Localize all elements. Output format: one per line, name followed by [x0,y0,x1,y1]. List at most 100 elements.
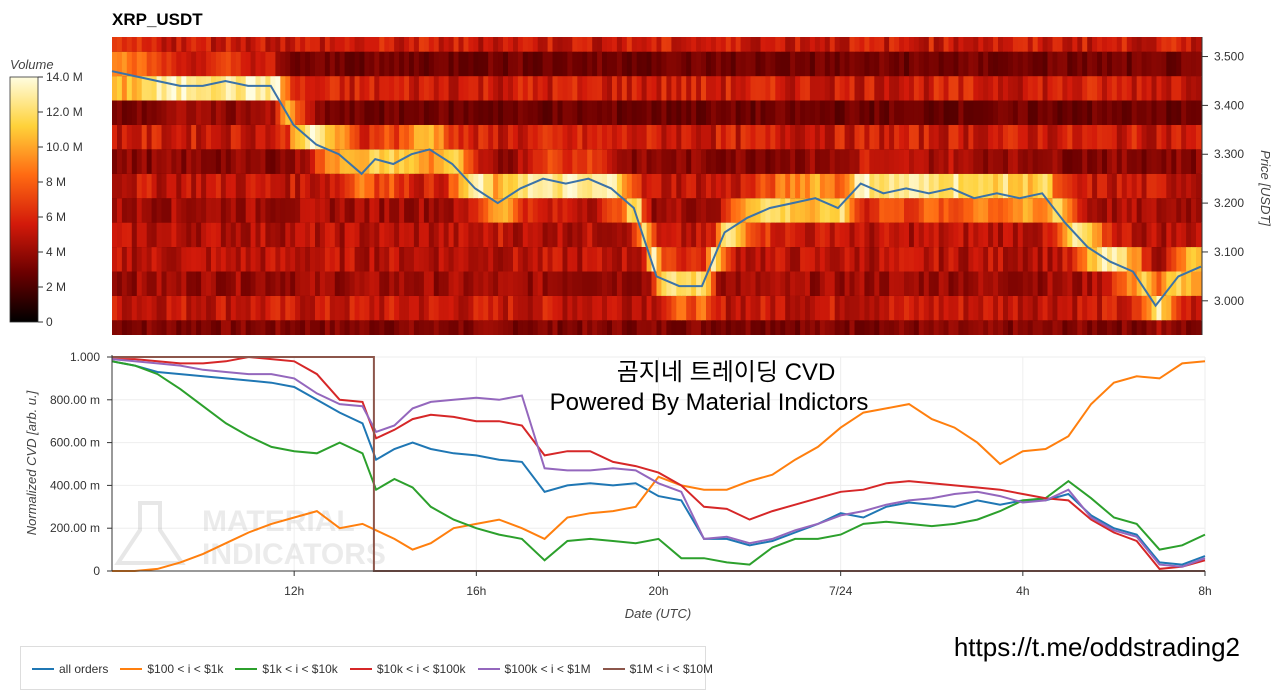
heatmap-cell [973,295,979,321]
heatmap-cell [285,100,291,125]
heatmap-cell [770,222,776,247]
heatmap-cell [1087,124,1093,150]
heatmap-cell [245,198,252,223]
heatmap-cell [592,247,598,272]
heatmap-cell [290,198,296,223]
heatmap-cell [562,320,569,335]
heatmap-cell [215,124,222,150]
heatmap-cell [315,247,321,272]
heatmap-cell [136,76,143,101]
heatmap-cell [527,198,534,223]
heatmap-cell [1136,37,1143,52]
heatmap-cell [800,149,806,174]
heatmap-cell [468,149,474,174]
heatmap-cell [933,247,940,272]
heatmap-cell [206,124,212,150]
heatmap-cell [359,320,366,335]
heatmap-cell [775,222,781,247]
heatmap-cell [1111,320,1118,335]
heatmap-cell [438,76,445,101]
heatmap-cell [121,222,128,247]
heatmap-cell [300,100,306,125]
heatmap-cell [508,149,514,174]
heatmap-cell [884,198,890,223]
heatmap-cell [290,37,296,52]
heatmap-cell [1166,320,1172,335]
heatmap-cell [928,76,935,101]
heatmap-cell [557,149,564,174]
heatmap-cell [290,149,296,174]
heatmap-cell [938,149,945,174]
heatmap-cell [621,100,628,125]
heatmap-cell [265,320,271,335]
heatmap-cell [230,247,237,272]
heatmap-cell [1092,198,1098,223]
heatmap-cell [730,173,737,199]
heatmap-cell [696,247,702,272]
heatmap-cell [166,76,173,101]
heatmap-cell [1037,100,1044,125]
heatmap-cell [730,222,737,247]
heatmap-cell [805,37,811,52]
heatmap-cell [740,124,747,150]
heatmap-cell [1141,173,1148,199]
heatmap-cell [1012,222,1019,247]
heatmap-cell [958,198,964,223]
heatmap-cell [290,247,296,272]
heatmap-cell [760,149,767,174]
heatmap-cell [513,37,519,52]
legend-item[interactable]: $1M < i < $10M [602,662,713,676]
heatmap-cell [131,51,138,77]
heatmap-cell [552,51,559,77]
heatmap-cell [364,100,370,125]
heatmap-cell [409,51,415,77]
heatmap-cell [1082,37,1088,52]
heatmap-cell [295,76,301,101]
heatmap-cell [290,295,296,321]
cvd-y-label: Normalized CVD [arb. u.] [24,390,39,535]
heatmap-cell [171,222,177,247]
heatmap-cell [191,222,197,247]
heatmap-cell [552,76,559,101]
legend-item[interactable]: $1k < i < $10k [235,662,338,676]
heatmap-cell [126,173,133,199]
heatmap-cell [131,222,138,247]
heatmap-cell [854,295,861,321]
legend-item[interactable]: all orders [32,662,108,676]
heatmap-cell [874,295,880,321]
telegram-link[interactable]: https://t.me/oddstrading2 [954,632,1240,662]
heatmap-cell [706,295,712,321]
heatmap-cell [725,222,732,247]
heatmap-cell [117,149,123,174]
heatmap-cell [433,295,440,321]
heatmap-cell [909,149,915,174]
heatmap-cell [448,295,455,321]
heatmap-cell [814,320,821,335]
heatmap-cell [938,222,945,247]
legend-item[interactable]: $10k < i < $100k [349,662,466,676]
heatmap-cell [1032,271,1039,296]
heatmap-cell [839,271,846,296]
heatmap-cell [359,100,366,125]
heatmap-cell [978,222,984,247]
heatmap-cell [958,320,964,335]
heatmap-cell [621,51,628,77]
heatmap-cell [1156,149,1163,174]
heatmap-cell [795,320,801,335]
heatmap-cell [1092,295,1098,321]
heatmap-cell [394,222,400,247]
legend-item[interactable]: $100 < i < $1k [120,662,223,676]
legend-item[interactable]: $100k < i < $1M [477,662,591,676]
heatmap-cell [864,100,870,125]
heatmap-cell [849,100,856,125]
heatmap-cell [468,271,474,296]
heatmap-cell [899,222,905,247]
heatmap-cell [988,124,994,150]
heatmap-cell [1008,173,1014,199]
heatmap-cell [448,76,455,101]
heatmap-cell [443,295,450,321]
heatmap-cell [473,149,479,174]
heatmap-cell [646,124,653,150]
heatmap-cell [117,51,123,77]
heatmap-cell [651,173,658,199]
